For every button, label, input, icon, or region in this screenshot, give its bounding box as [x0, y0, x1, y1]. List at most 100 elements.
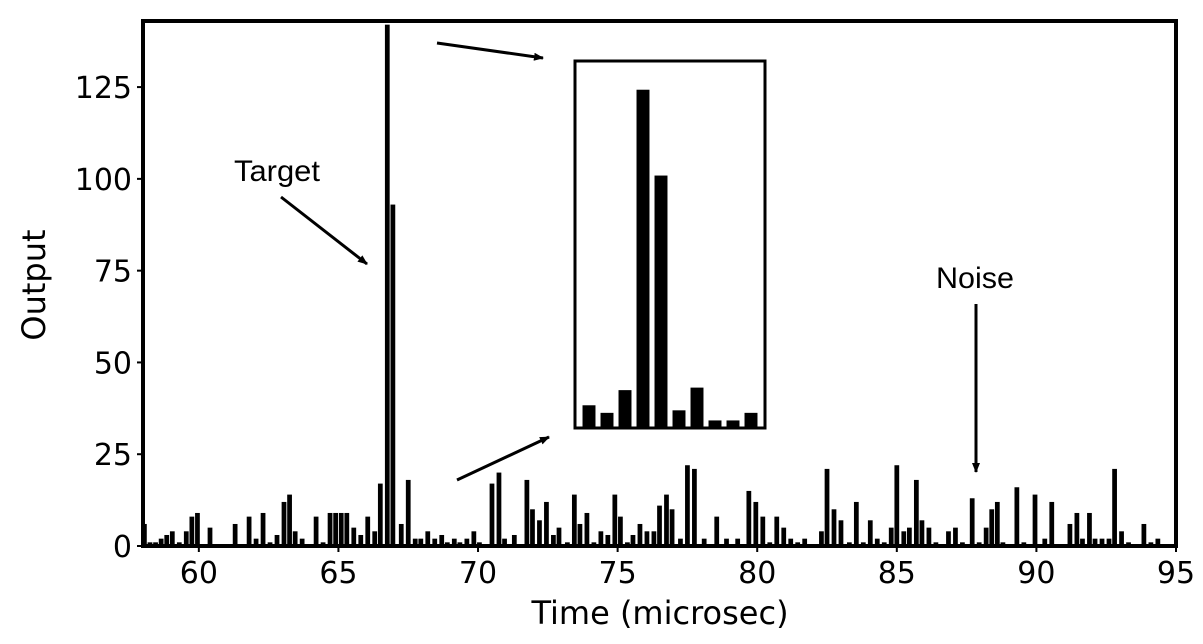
bar — [299, 538, 305, 546]
bar — [894, 465, 900, 546]
inset-bar — [636, 89, 650, 428]
bar — [644, 531, 650, 546]
bar — [692, 468, 697, 546]
bar — [425, 531, 431, 546]
bar — [439, 534, 445, 546]
bar — [1067, 523, 1073, 546]
inset-bar — [618, 390, 632, 428]
inset-bar — [600, 412, 614, 428]
bar — [724, 538, 729, 546]
x-tick-label: 70 — [459, 556, 497, 591]
bar — [753, 501, 759, 546]
bar — [774, 516, 780, 546]
bar — [913, 479, 919, 546]
bar — [511, 534, 517, 546]
inset-bar — [582, 405, 596, 428]
bar — [189, 516, 195, 546]
bar — [831, 509, 837, 546]
bar — [874, 538, 880, 546]
bar — [1119, 531, 1124, 546]
bar — [207, 527, 213, 546]
bar — [685, 465, 690, 546]
bar — [327, 512, 333, 546]
bar — [969, 498, 975, 546]
x-tick-label: 60 — [180, 556, 218, 591]
y-tick-label: 0 — [113, 530, 132, 565]
bar — [556, 527, 562, 546]
bar — [1092, 538, 1098, 546]
bar — [888, 527, 894, 546]
y-tick-label: 125 — [75, 71, 132, 106]
bar — [657, 505, 662, 546]
bar — [496, 472, 502, 546]
bar — [1141, 523, 1147, 546]
y-tick-label: 25 — [94, 438, 132, 473]
bar — [867, 520, 873, 546]
bar — [164, 534, 170, 546]
bar — [405, 479, 411, 546]
x-tick-label: 95 — [1157, 556, 1195, 591]
bar — [824, 468, 830, 546]
bar — [537, 520, 542, 546]
bar — [983, 527, 989, 546]
bar — [344, 512, 350, 546]
bar — [1042, 538, 1048, 546]
bar — [760, 516, 766, 546]
bar — [802, 538, 808, 546]
bar — [714, 516, 720, 546]
bar — [158, 538, 164, 546]
bar — [994, 501, 1000, 546]
bar — [451, 538, 457, 546]
x-tick-label: 85 — [878, 556, 916, 591]
bar — [953, 527, 958, 546]
bar — [788, 538, 794, 546]
bar — [819, 531, 824, 546]
inset-bars-layer — [582, 89, 758, 428]
bar — [351, 527, 357, 546]
inset-bar — [654, 175, 668, 428]
bar — [489, 483, 495, 546]
target-arrow — [280, 195, 368, 266]
bar — [618, 516, 623, 546]
bar — [664, 494, 669, 546]
inset-bar — [744, 412, 758, 428]
bar — [384, 24, 390, 547]
y-tick-label: 50 — [94, 346, 132, 381]
bar — [669, 509, 675, 546]
inset-bar — [672, 410, 686, 428]
bar — [926, 527, 932, 546]
x-tick-label: 75 — [599, 556, 637, 591]
bar — [418, 538, 424, 546]
bar — [1112, 468, 1117, 546]
bar — [1155, 538, 1161, 546]
bar — [338, 512, 344, 546]
bar — [1080, 538, 1085, 546]
bar — [502, 538, 507, 546]
bars-layer — [143, 24, 1161, 547]
bar — [169, 531, 175, 546]
bar — [781, 527, 787, 546]
noise-annotation-label: Noise — [936, 262, 1014, 295]
bar — [530, 509, 535, 546]
y-tick-label: 100 — [75, 163, 132, 198]
bar — [390, 204, 396, 546]
bar — [612, 494, 618, 546]
bar — [313, 516, 319, 546]
inset-bar — [708, 420, 722, 428]
bar — [584, 512, 590, 546]
bar — [358, 534, 364, 546]
bar — [678, 538, 683, 546]
bar — [544, 501, 549, 546]
bar — [1032, 494, 1038, 546]
bar — [735, 538, 741, 546]
bar — [246, 516, 252, 546]
bar — [946, 531, 951, 546]
bar — [1049, 501, 1055, 546]
bar — [637, 523, 643, 546]
bar — [1014, 487, 1020, 546]
plot-frame — [141, 19, 1178, 548]
bar — [232, 523, 238, 546]
bar — [412, 538, 418, 546]
x-tick-label: 90 — [1017, 556, 1055, 591]
